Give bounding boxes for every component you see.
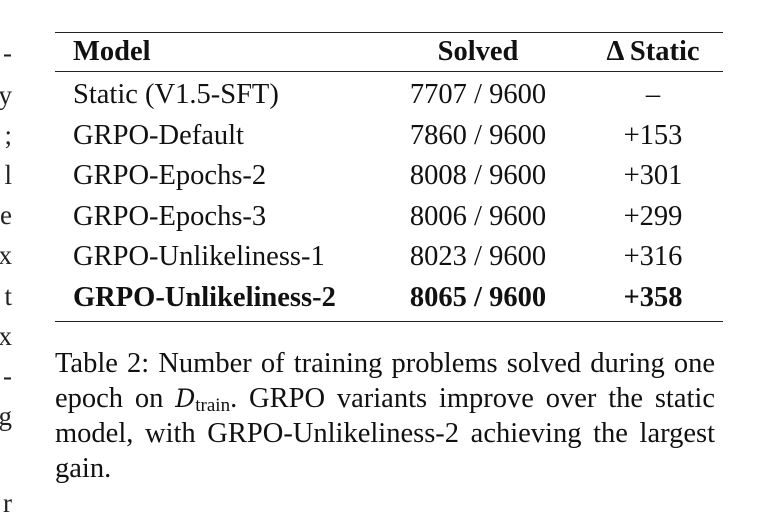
- cell-model: GRPO-Epochs-3: [73, 200, 267, 232]
- table-row: Static (V1.5-SFT) 7707 / 9600 –: [55, 72, 723, 116]
- fragment: e: [0, 200, 12, 230]
- cell-solved: 8023 / 9600: [409, 241, 547, 273]
- header-solved: Solved: [437, 36, 519, 67]
- fragment: l: [4, 160, 12, 190]
- fragment: y: [0, 80, 12, 110]
- adjacent-column-fragments: - y ; l e x t x - g r: [0, 0, 14, 519]
- caption-prefix: Table 2: Number of training problems sol…: [55, 348, 715, 414]
- cell-solved: 8065 / 9600: [409, 281, 547, 313]
- fragment: r: [3, 488, 12, 518]
- header-delta-static: Δ Static: [606, 36, 700, 67]
- cell-delta-static: –: [645, 79, 661, 111]
- table-header-row: Model Solved Δ Static: [55, 32, 723, 72]
- fragment: x: [0, 321, 12, 351]
- cell-delta-static: +316: [623, 241, 683, 273]
- dataset-symbol: D: [175, 384, 196, 413]
- table-row: GRPO-Epochs-2 8008 / 9600 +301: [55, 156, 723, 197]
- dataset-subscript: train: [195, 395, 231, 416]
- cell-delta-static: +301: [623, 160, 683, 192]
- fragment: t: [4, 281, 12, 311]
- cell-model: GRPO-Unlikeliness-1: [73, 241, 325, 273]
- table-row: GRPO-Epochs-3 8006 / 9600 +299: [55, 197, 723, 238]
- cell-delta-static: +358: [623, 281, 683, 313]
- cell-delta-static: +153: [623, 119, 683, 151]
- fragment: -: [3, 38, 12, 68]
- table-body: Static (V1.5-SFT) 7707 / 9600 – GRPO-Defaul…: [55, 72, 723, 322]
- cell-model: GRPO-Unlikeliness-2: [73, 281, 336, 313]
- cell-model: Static (V1.5-SFT): [73, 79, 279, 111]
- fragment: x: [0, 240, 12, 270]
- table-caption: Table 2: Number of training problems sol…: [55, 346, 715, 486]
- fragment: -: [3, 361, 12, 391]
- table-row: GRPO-Unlikeliness-1 8023 / 9600 +316: [55, 237, 723, 278]
- cell-solved: 7860 / 9600: [409, 119, 547, 151]
- cell-solved: 7707 / 9600: [409, 79, 547, 111]
- fragment: g: [0, 401, 12, 431]
- results-table-container: Model Solved Δ Static Static (V1.5-SFT) 7…: [55, 32, 723, 322]
- cell-solved: 8008 / 9600: [409, 160, 547, 192]
- cell-solved: 8006 / 9600: [409, 200, 547, 232]
- caption-suffix: . GRPO variants improve over the static …: [55, 383, 715, 484]
- fragment: ;: [4, 120, 12, 150]
- table-row: GRPO-Default 7860 / 9600 +153: [55, 116, 723, 157]
- results-table: Model Solved Δ Static Static (V1.5-SFT) 7…: [55, 32, 723, 322]
- cell-model: GRPO-Default: [73, 119, 244, 151]
- cell-delta-static: +299: [623, 200, 683, 232]
- header-model: Model: [73, 36, 151, 67]
- cell-model: GRPO-Epochs-2: [73, 160, 267, 192]
- table-row: GRPO-Unlikeliness-2 8065 / 9600 +358: [55, 278, 723, 322]
